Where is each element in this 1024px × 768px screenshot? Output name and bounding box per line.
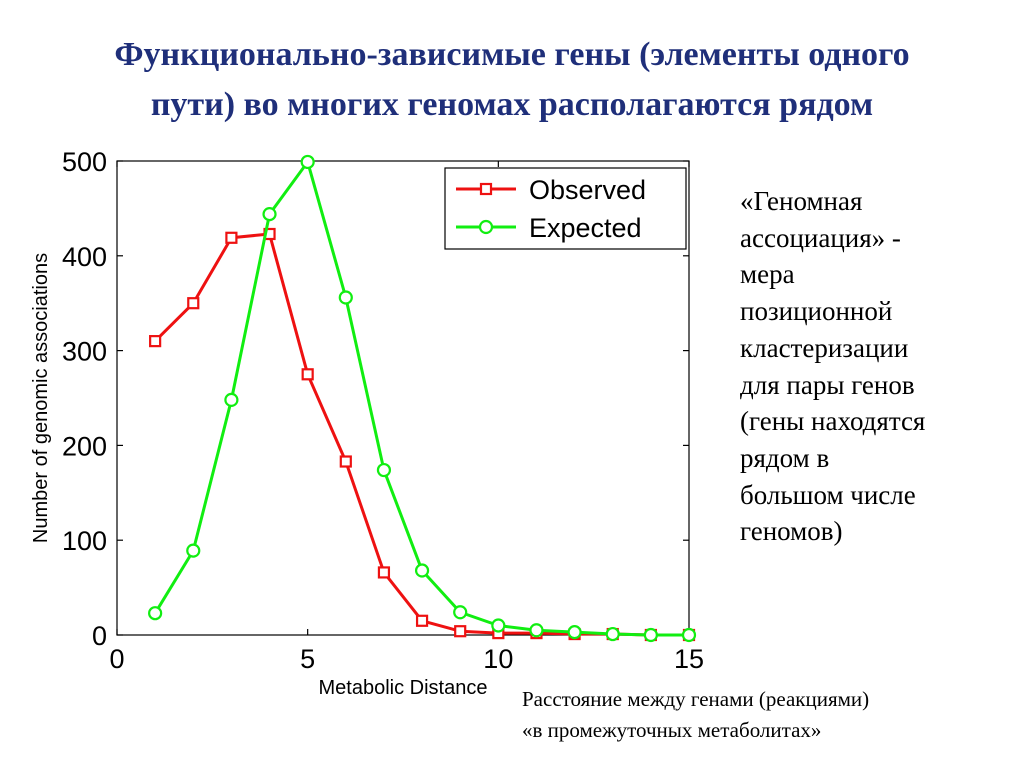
side-description-line: ассоциация» - [740,222,901,253]
slide-title: Функционально-зависимые гены (элементы о… [0,30,1024,130]
observed-data-point [187,297,200,310]
expected-data-point [148,606,163,621]
side-description-line: «Геномная [740,186,863,216]
y-tick-label: 500 [62,147,107,177]
expected-data-point [300,154,315,170]
expected-data-point [414,563,430,578]
x-tick-label: 5 [300,644,315,674]
observed-data-point [415,614,429,627]
side-description-line: кластеризации [740,332,909,363]
y-tick-label: 400 [62,242,107,272]
x-tick-label: 15 [674,644,704,674]
axis-ticks: 0 5 10 15 0 100 200 300 400 500 [62,147,704,674]
legend-marker-expected [478,219,494,235]
slide-title-line-1: Функционально-зависимые гены (элементы о… [114,36,910,73]
side-description-line: большом числе [740,479,916,510]
side-description-line: позиционной [740,296,893,327]
observed-data-point [339,455,352,468]
x-axis-label: Metabolic Distance [319,677,488,699]
observed-data-point [377,566,391,579]
side-description: «Геномная ассоциация» - мера позиционной… [740,183,1015,550]
slide-title-line-2: пути) во многих геномах располагаются ря… [150,86,874,123]
side-description-line: мера [740,259,795,290]
expected-data-point [491,618,506,633]
observed-data-point [301,368,314,381]
y-tick-label: 300 [62,337,107,367]
expected-data-point [376,462,392,478]
y-tick-label: 0 [92,621,107,651]
legend-box [444,167,687,250]
expected-data-point [338,290,353,305]
expected-data-point [605,626,620,642]
expected-data-point [643,627,658,643]
plot-area-frame [116,160,690,636]
side-description-line: геномов) [740,516,843,547]
side-description-line: для пары генов [740,369,915,400]
chart-legend: Observed Expected [444,167,687,250]
legend-label-expected: Expected [529,213,642,243]
expected-data-point [529,623,544,638]
x-tick-label: 0 [109,644,124,674]
expected-data-point [681,627,697,643]
legend-label-observed: Observed [529,175,646,205]
side-description-line: (гены находятся [740,406,926,437]
expected-data-point [186,543,201,558]
y-axis-label: Number of genomic associations [30,253,52,543]
expected-data-point [262,206,277,222]
observed-data-point [454,625,467,638]
observed-data-point [149,335,162,348]
series-layer [148,154,697,643]
y-tick-label: 200 [62,431,107,461]
caption-line-1: Расстояние между генами (реакциями) [522,687,870,711]
expected-data-point [224,392,239,407]
expected-data-point [453,605,468,620]
expected-data-point [567,625,582,640]
y-tick-label: 100 [62,526,107,556]
x-tick-label: 10 [483,644,513,674]
legend-marker-observed [479,182,493,196]
side-description-line: рядом в [740,442,830,473]
caption-line-2: «в промежуточных метаболитах» [522,718,822,742]
x-axis-caption: Расстояние между генами (реакциями) «в п… [522,684,869,746]
observed-data-point [225,231,238,244]
